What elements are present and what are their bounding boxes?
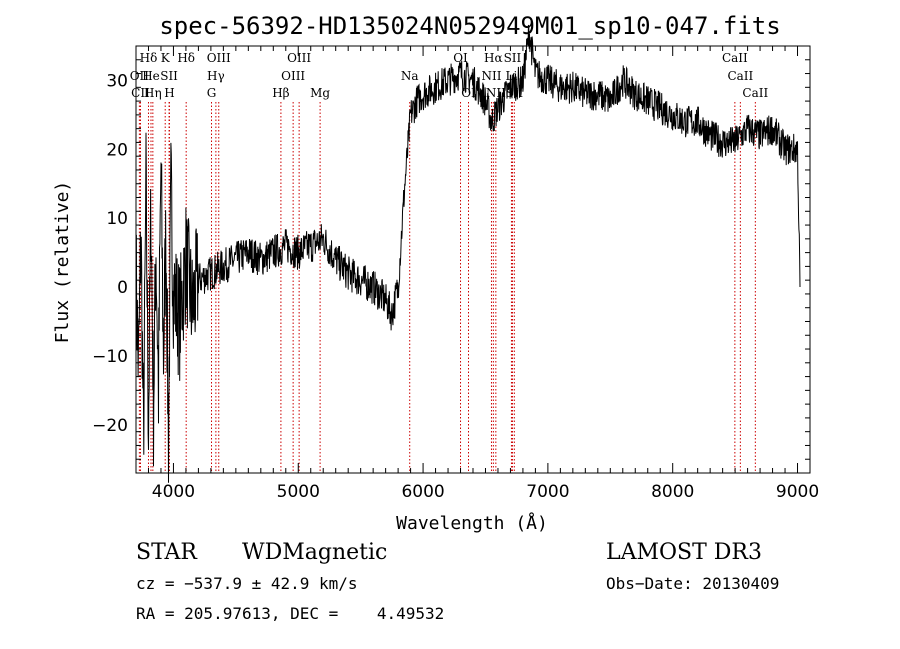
survey-name: LAMOST DR3: [606, 540, 762, 565]
redshift-velocity: cz = −537.9 ± 42.9 km/s: [136, 574, 358, 593]
chart-title: spec-56392-HD135024N052949M01_sp10-047.f…: [159, 12, 780, 40]
spectral-line-label: CaII: [742, 86, 768, 100]
x-tick-label: 9000: [776, 482, 819, 502]
ra-dec-coordinates: RA = 205.97613, DEC = 4.49532: [136, 604, 444, 623]
spectral-line-label: CaII: [722, 51, 748, 65]
x-tick-label: 7000: [526, 482, 569, 502]
spectral-line-label: Hα: [484, 51, 503, 65]
spectral-line-label: G: [207, 86, 217, 100]
y-axis-label: Flux (relative): [52, 181, 73, 344]
x-axis-label: Wavelength (Å): [396, 512, 548, 534]
spectral-line-label: H: [164, 86, 174, 100]
object-class: STAR: [136, 540, 198, 565]
observation-date: Obs−Date: 20130409: [606, 574, 779, 593]
spectral-line-label: OIII: [281, 69, 305, 83]
spectral-line-markers: [138, 102, 756, 473]
spectral-line-label: Hδ: [177, 51, 195, 65]
y-tick-label: −20: [92, 416, 128, 436]
spectral-line-label: SII: [160, 69, 178, 83]
spectral-line-label: Hγ: [207, 69, 225, 83]
spectral-line-label: SII: [504, 51, 522, 65]
spectral-line-label: He: [142, 69, 160, 83]
x-tick-label: 6000: [401, 482, 444, 502]
spectral-line-label: Li: [506, 69, 518, 83]
y-tick-label: 30: [106, 71, 128, 91]
spectral-line-label: Hβ: [272, 86, 289, 100]
y-tick-label: −10: [92, 347, 128, 367]
spectral-line-label: Na: [401, 69, 419, 83]
spectral-line-label: Mg: [310, 86, 330, 100]
y-tick-label: 10: [106, 209, 128, 229]
flux-series-line: [135, 24, 801, 483]
spectral-line-label: OIII: [287, 51, 311, 65]
x-tick-label: 4000: [152, 482, 195, 502]
y-axis-ticks: −20 −10 0 10 20 30: [92, 45, 810, 460]
spectral-line-label: OI: [453, 51, 468, 65]
spectral-line-label: OII: [130, 69, 150, 83]
x-axis-ticks: 4000 5000 6000 7000 8000 9000: [135, 46, 819, 502]
spectral-line-label: CaII: [727, 69, 753, 83]
spectral-line-label: NII: [481, 69, 501, 83]
y-tick-label: 20: [106, 140, 128, 160]
x-tick-label: 8000: [651, 482, 694, 502]
spectral-line-label: Hη: [144, 86, 162, 100]
spectral-line-label: OIII: [207, 51, 231, 65]
object-subclass: WDMagnetic: [242, 540, 387, 565]
spectral-line-label: K: [161, 51, 171, 65]
x-tick-label: 5000: [277, 482, 320, 502]
y-tick-label: 0: [117, 278, 128, 298]
spectral-line-label: Hδ: [140, 51, 158, 65]
